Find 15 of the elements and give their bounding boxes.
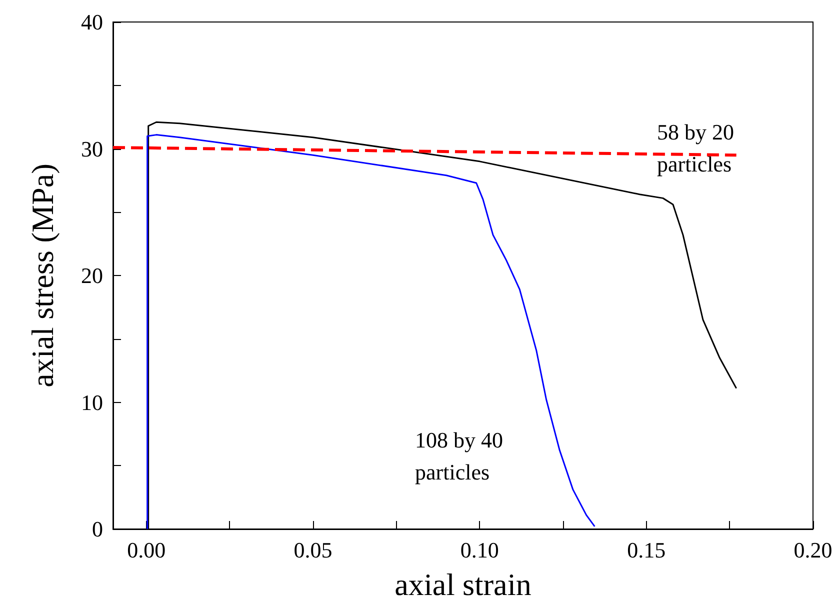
x-tick-label: 0.05 bbox=[294, 538, 332, 562]
y-tick-label: 10 bbox=[81, 390, 103, 415]
line-series bbox=[146, 134, 596, 530]
x-tick-label: 0.10 bbox=[460, 538, 499, 562]
annotation: 58 by 20 particles bbox=[657, 120, 734, 176]
x-tick-label: 0.00 bbox=[127, 538, 166, 562]
annotation: 108 by 40 particles bbox=[415, 428, 503, 484]
x-tick-label: 0.15 bbox=[627, 538, 666, 562]
y-tick-label: 40 bbox=[81, 10, 103, 34]
x-tick-label: 0.20 bbox=[794, 538, 832, 562]
y-axis-title: axial stress (MPa) bbox=[25, 164, 60, 388]
y-tick-label: 30 bbox=[81, 136, 103, 162]
y-tick-label: 20 bbox=[81, 263, 103, 288]
y-tick-label: 0 bbox=[92, 516, 103, 542]
x-axis-title: axial strain bbox=[394, 567, 532, 602]
